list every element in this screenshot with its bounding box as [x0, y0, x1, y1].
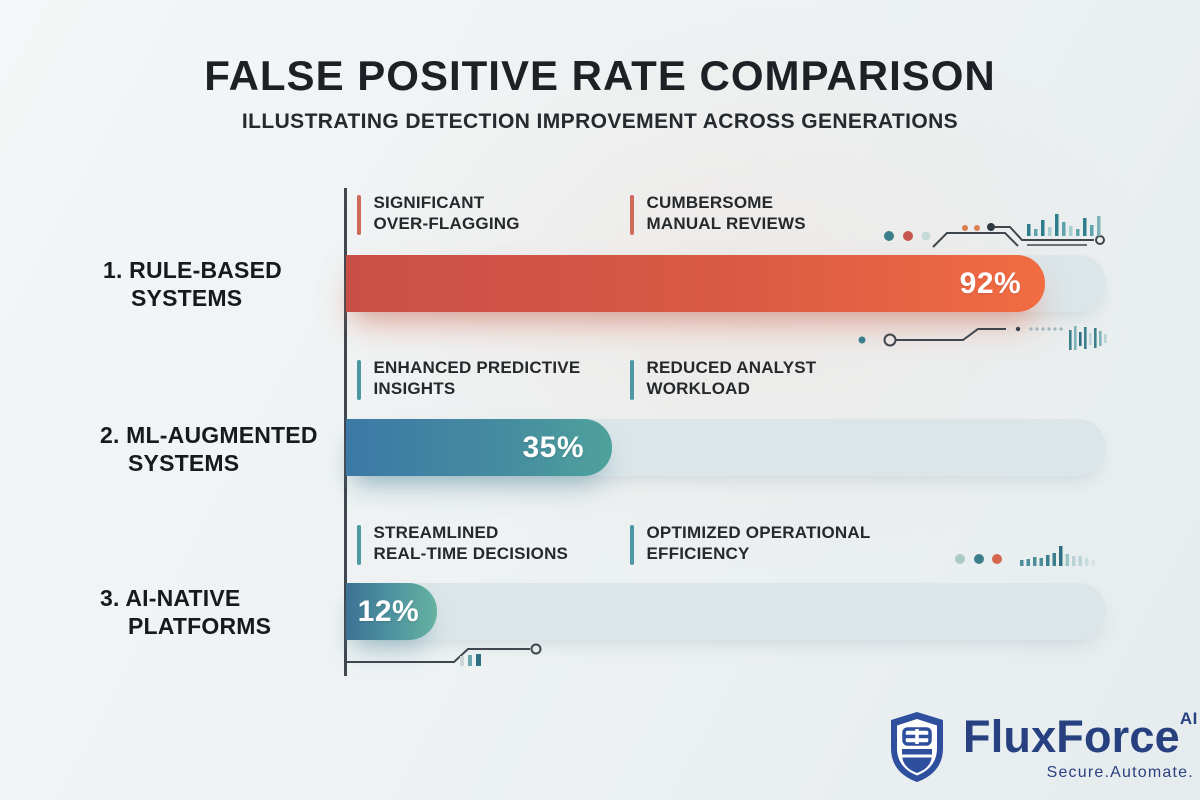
bar-fill-ai-native: 12% [346, 583, 438, 640]
annotation-text-line1: OPTIMIZED OPERATIONAL [646, 523, 871, 542]
value-label: 92% [959, 266, 1022, 300]
annotation-text: OPTIMIZED OPERATIONAL EFFICIENCY [647, 523, 871, 564]
dot-icon [884, 231, 894, 241]
barcode-bars-icon [1069, 326, 1107, 350]
circuit-node-icon [883, 333, 897, 347]
annotation-tick [630, 525, 634, 565]
annotation-text-line1: CUMBERSOME [646, 193, 774, 212]
bar-fill-rule-based: 92% [346, 255, 1046, 312]
category-label-ml-augmented: 2. ML-AUGMENTED SYSTEMS [100, 421, 318, 477]
category-label-line1: 3. AI-NATIVE [100, 585, 241, 611]
circuit-node-icon [1095, 235, 1105, 245]
annotation-text-line2: MANUAL REVIEWS [646, 213, 806, 233]
dot-icon [1015, 326, 1021, 332]
category-label-line2: SYSTEMS [131, 285, 243, 312]
category-label-ai-native: 3. AI-NATIVE PLATFORMS [100, 584, 271, 640]
dot-icon [921, 231, 931, 241]
dotted-line-icon [1029, 327, 1063, 331]
page-subtitle: ILLUSTRATING DETECTION IMPROVEMENT ACROS… [241, 110, 959, 133]
annotation-text-line2: INSIGHTS [373, 378, 456, 398]
mini-bar-chart-icon [1027, 214, 1101, 236]
annotation-text: REDUCED ANALYST WORKLOAD [647, 358, 817, 399]
annotation-optimized-operational-efficiency: OPTIMIZED OPERATIONAL EFFICIENCY [630, 523, 870, 565]
dot-icon [903, 231, 913, 241]
annotation-tick [357, 360, 361, 400]
category-label-rule-based: 1. RULE-BASED SYSTEMS [103, 256, 282, 312]
annotation-text: SIGNIFICANT OVER-FLAGGING [374, 193, 520, 234]
page-title: FALSE POSITIVE RATE COMPARISON [204, 52, 996, 99]
annotation-streamlined-real-time-decisions: STREAMLINED REAL-TIME DECISIONS [357, 523, 568, 565]
annotation-text: CUMBERSOME MANUAL REVIEWS [647, 193, 806, 234]
category-label-line2: PLATFORMS [128, 613, 272, 640]
annotation-tick [630, 195, 634, 235]
annotation-text-line2: REAL-TIME DECISIONS [373, 543, 569, 563]
brand-superscript: AI [1179, 709, 1198, 728]
mini-bar-chart-icon [1020, 546, 1095, 566]
annotation-text-line1: REDUCED ANALYST [646, 358, 817, 377]
dot-icon [955, 554, 965, 564]
bar-track-ai-native: 12% [346, 583, 1106, 640]
circuit-decoration-bottom [346, 643, 542, 666]
bar-track-rule-based: 92% [346, 255, 1106, 312]
dot-icon [974, 554, 984, 564]
bar-track-ml-augmented: 35% [346, 419, 1106, 476]
annotation-text: ENHANCED PREDICTIVE INSIGHTS [374, 358, 581, 399]
category-label-line1: 2. ML-AUGMENTED [100, 422, 318, 448]
dot-icon [987, 223, 995, 231]
dot-icon [992, 554, 1002, 564]
brand-name-text: FluxForce [963, 711, 1180, 762]
barcode-bars-icon [460, 654, 481, 666]
annotation-significant-over-flagging: SIGNIFICANT OVER-FLAGGING [357, 193, 520, 235]
annotation-text-line2: WORKLOAD [646, 378, 751, 398]
value-label: 35% [522, 430, 584, 464]
dot-icon [962, 225, 968, 231]
y-axis-line [344, 188, 347, 676]
annotation-text: STREAMLINED REAL-TIME DECISIONS [374, 523, 569, 564]
annotation-text-line1: SIGNIFICANT [373, 193, 485, 212]
annotation-text-line2: EFFICIENCY [646, 543, 750, 563]
annotation-text-line1: ENHANCED PREDICTIVE [373, 358, 581, 377]
annotation-tick [630, 360, 634, 400]
circuit-decoration-row2 [858, 326, 1107, 350]
brand-logo: FluxForceAI Secure.Automate. [885, 709, 1198, 784]
annotation-text-line2: OVER-FLAGGING [373, 213, 520, 233]
dot-icon [974, 225, 980, 231]
circuit-trace-icon [932, 232, 1019, 248]
circuit-decoration-row1 [884, 214, 1105, 248]
dot-icon [858, 336, 866, 344]
brand-text: FluxForceAI Secure.Automate. [963, 709, 1198, 782]
category-label-line1: 1. RULE-BASED [103, 257, 282, 283]
circuit-trace-icon [995, 226, 1094, 241]
circuit-trace-icon [346, 648, 530, 663]
annotation-text-line1: STREAMLINED [373, 523, 499, 542]
annotation-enhanced-predictive-insights: ENHANCED PREDICTIVE INSIGHTS [357, 358, 580, 400]
circuit-node-icon [530, 643, 542, 655]
shield-icon [891, 712, 943, 782]
annotation-cumbersome-manual-reviews: CUMBERSOME MANUAL REVIEWS [630, 193, 806, 235]
category-label-line2: SYSTEMS [128, 450, 240, 477]
annotation-tick [357, 525, 361, 565]
brand-tagline: Secure.Automate. [1046, 763, 1194, 781]
brand-name: FluxForceAI [963, 709, 1198, 762]
bar-fill-ml-augmented: 35% [346, 419, 612, 476]
circuit-decoration-row3 [955, 546, 1095, 566]
value-label: 12% [357, 594, 420, 628]
annotation-tick [357, 195, 361, 235]
circuit-trace-icon [896, 328, 1006, 341]
annotation-reduced-analyst-workload: REDUCED ANALYST WORKLOAD [630, 358, 816, 400]
